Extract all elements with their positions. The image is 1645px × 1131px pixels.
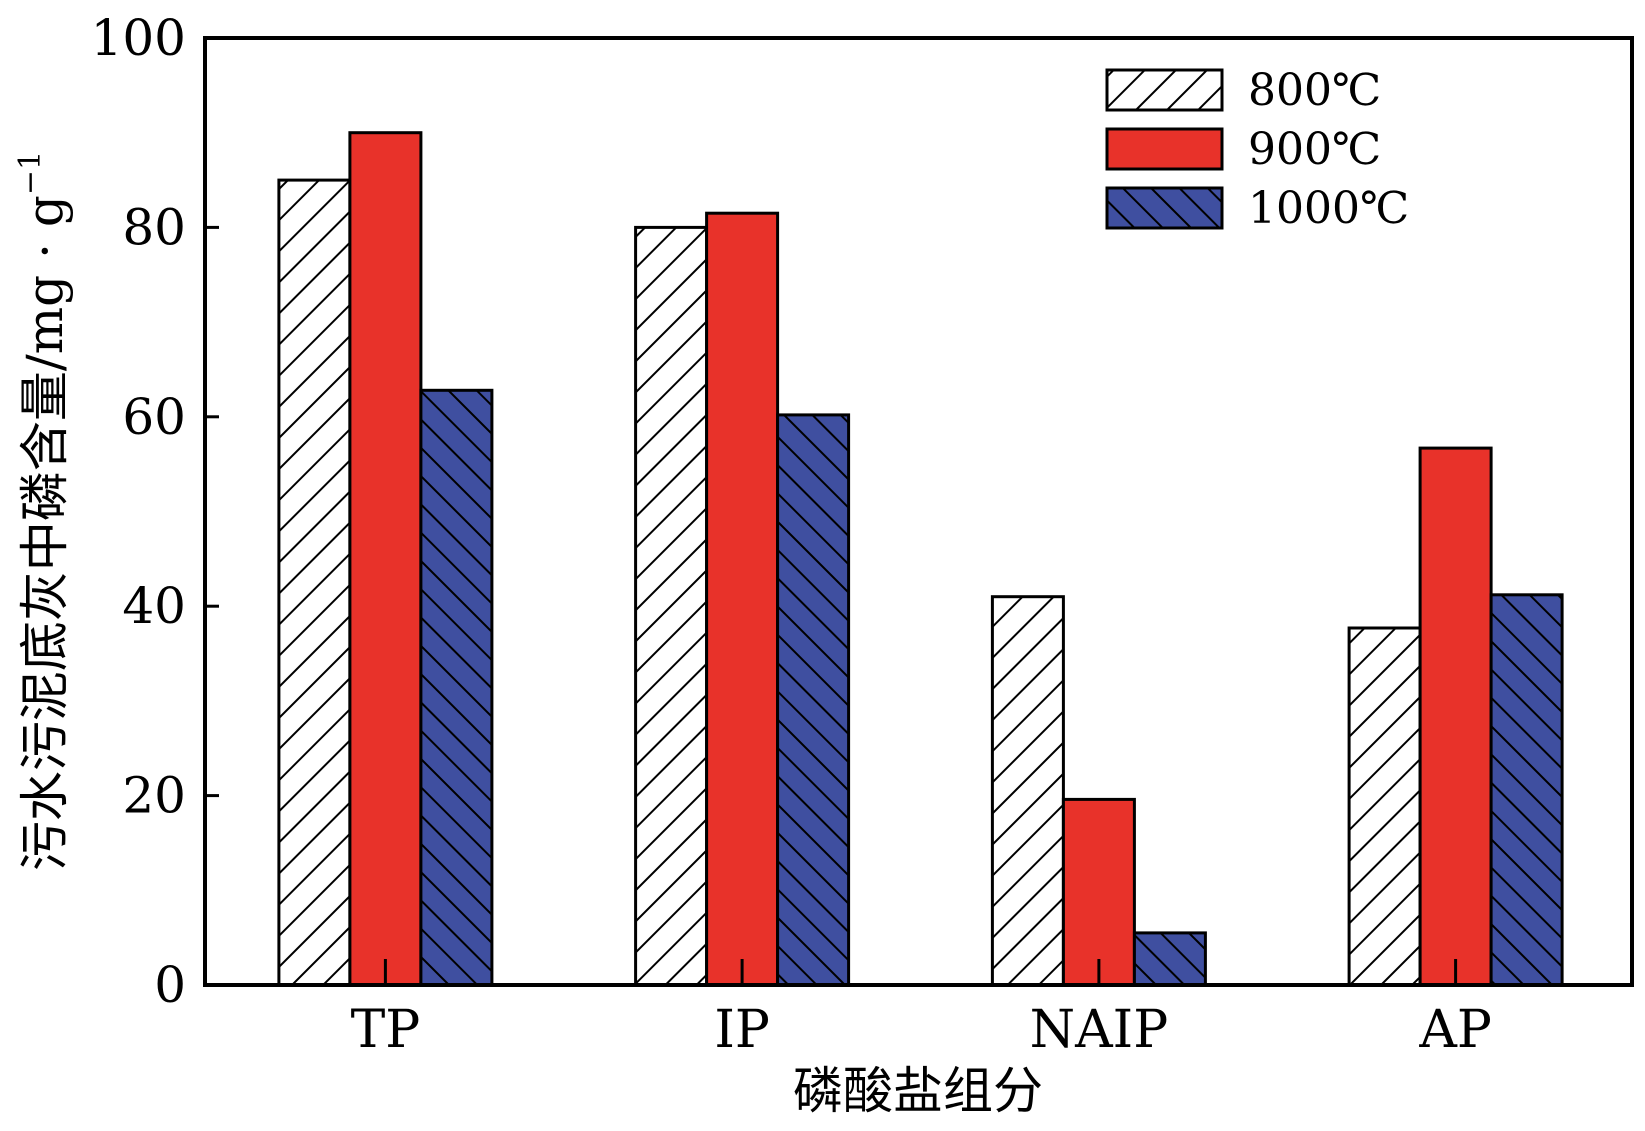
category-labels: TP IP NAIP AP — [351, 1000, 1492, 1060]
bar-naip-1 — [1061, 797, 1136, 987]
bar-ip-2 — [776, 413, 851, 987]
category-label-ap: AP — [1418, 1000, 1492, 1060]
y-axis-ticks — [205, 36, 219, 987]
legend-swatch-1 — [1105, 127, 1224, 171]
bar-ip-1 — [705, 211, 780, 987]
category-ticks — [383, 959, 1458, 985]
legend-swatch-0 — [1105, 68, 1224, 112]
bar-naip-2 — [1132, 931, 1207, 987]
bar-tp-1 — [348, 131, 423, 987]
bar-ap-1 — [1418, 446, 1493, 987]
y-tick-label: 60 — [122, 388, 186, 446]
y-axis-title-main: 污水污泥底灰中磷含量/mg · g — [16, 195, 74, 871]
bar-ap-2 — [1489, 593, 1564, 987]
y-tick-label: 80 — [122, 198, 186, 256]
legend-label-1: 900℃ — [1248, 124, 1381, 175]
y-tick-label: 20 — [122, 767, 186, 825]
plot-frame — [203, 36, 1634, 987]
legend-label-2: 1000℃ — [1248, 183, 1409, 234]
y-tick-label: 100 — [91, 9, 186, 67]
category-label-naip: NAIP — [1030, 1000, 1169, 1060]
x-axis-title: 磷酸盐组分 — [793, 1062, 1043, 1120]
y-tick-labels: 0 20 40 60 80 100 — [91, 9, 186, 1014]
legend-swatch-2 — [1105, 186, 1224, 230]
y-tick-label: 40 — [122, 577, 186, 635]
bar-ap-0 — [1347, 626, 1422, 987]
legend: 800℃ 900℃ 1000℃ — [1105, 65, 1409, 234]
y-axis-title: 污水污泥底灰中磷含量/mg · g−1 — [13, 151, 74, 871]
legend-label-0: 800℃ — [1248, 65, 1381, 116]
category-label-ip: IP — [714, 1000, 770, 1060]
bar-naip-0 — [990, 595, 1065, 987]
category-label-tp: TP — [351, 1000, 421, 1060]
bar-ip-0 — [634, 225, 709, 987]
y-tick-label: 0 — [154, 956, 186, 1014]
bars-group — [277, 131, 1564, 987]
bar-tp-2 — [419, 388, 494, 987]
y-axis-title-superscript: −1 — [13, 151, 48, 195]
bar-tp-0 — [277, 178, 352, 987]
